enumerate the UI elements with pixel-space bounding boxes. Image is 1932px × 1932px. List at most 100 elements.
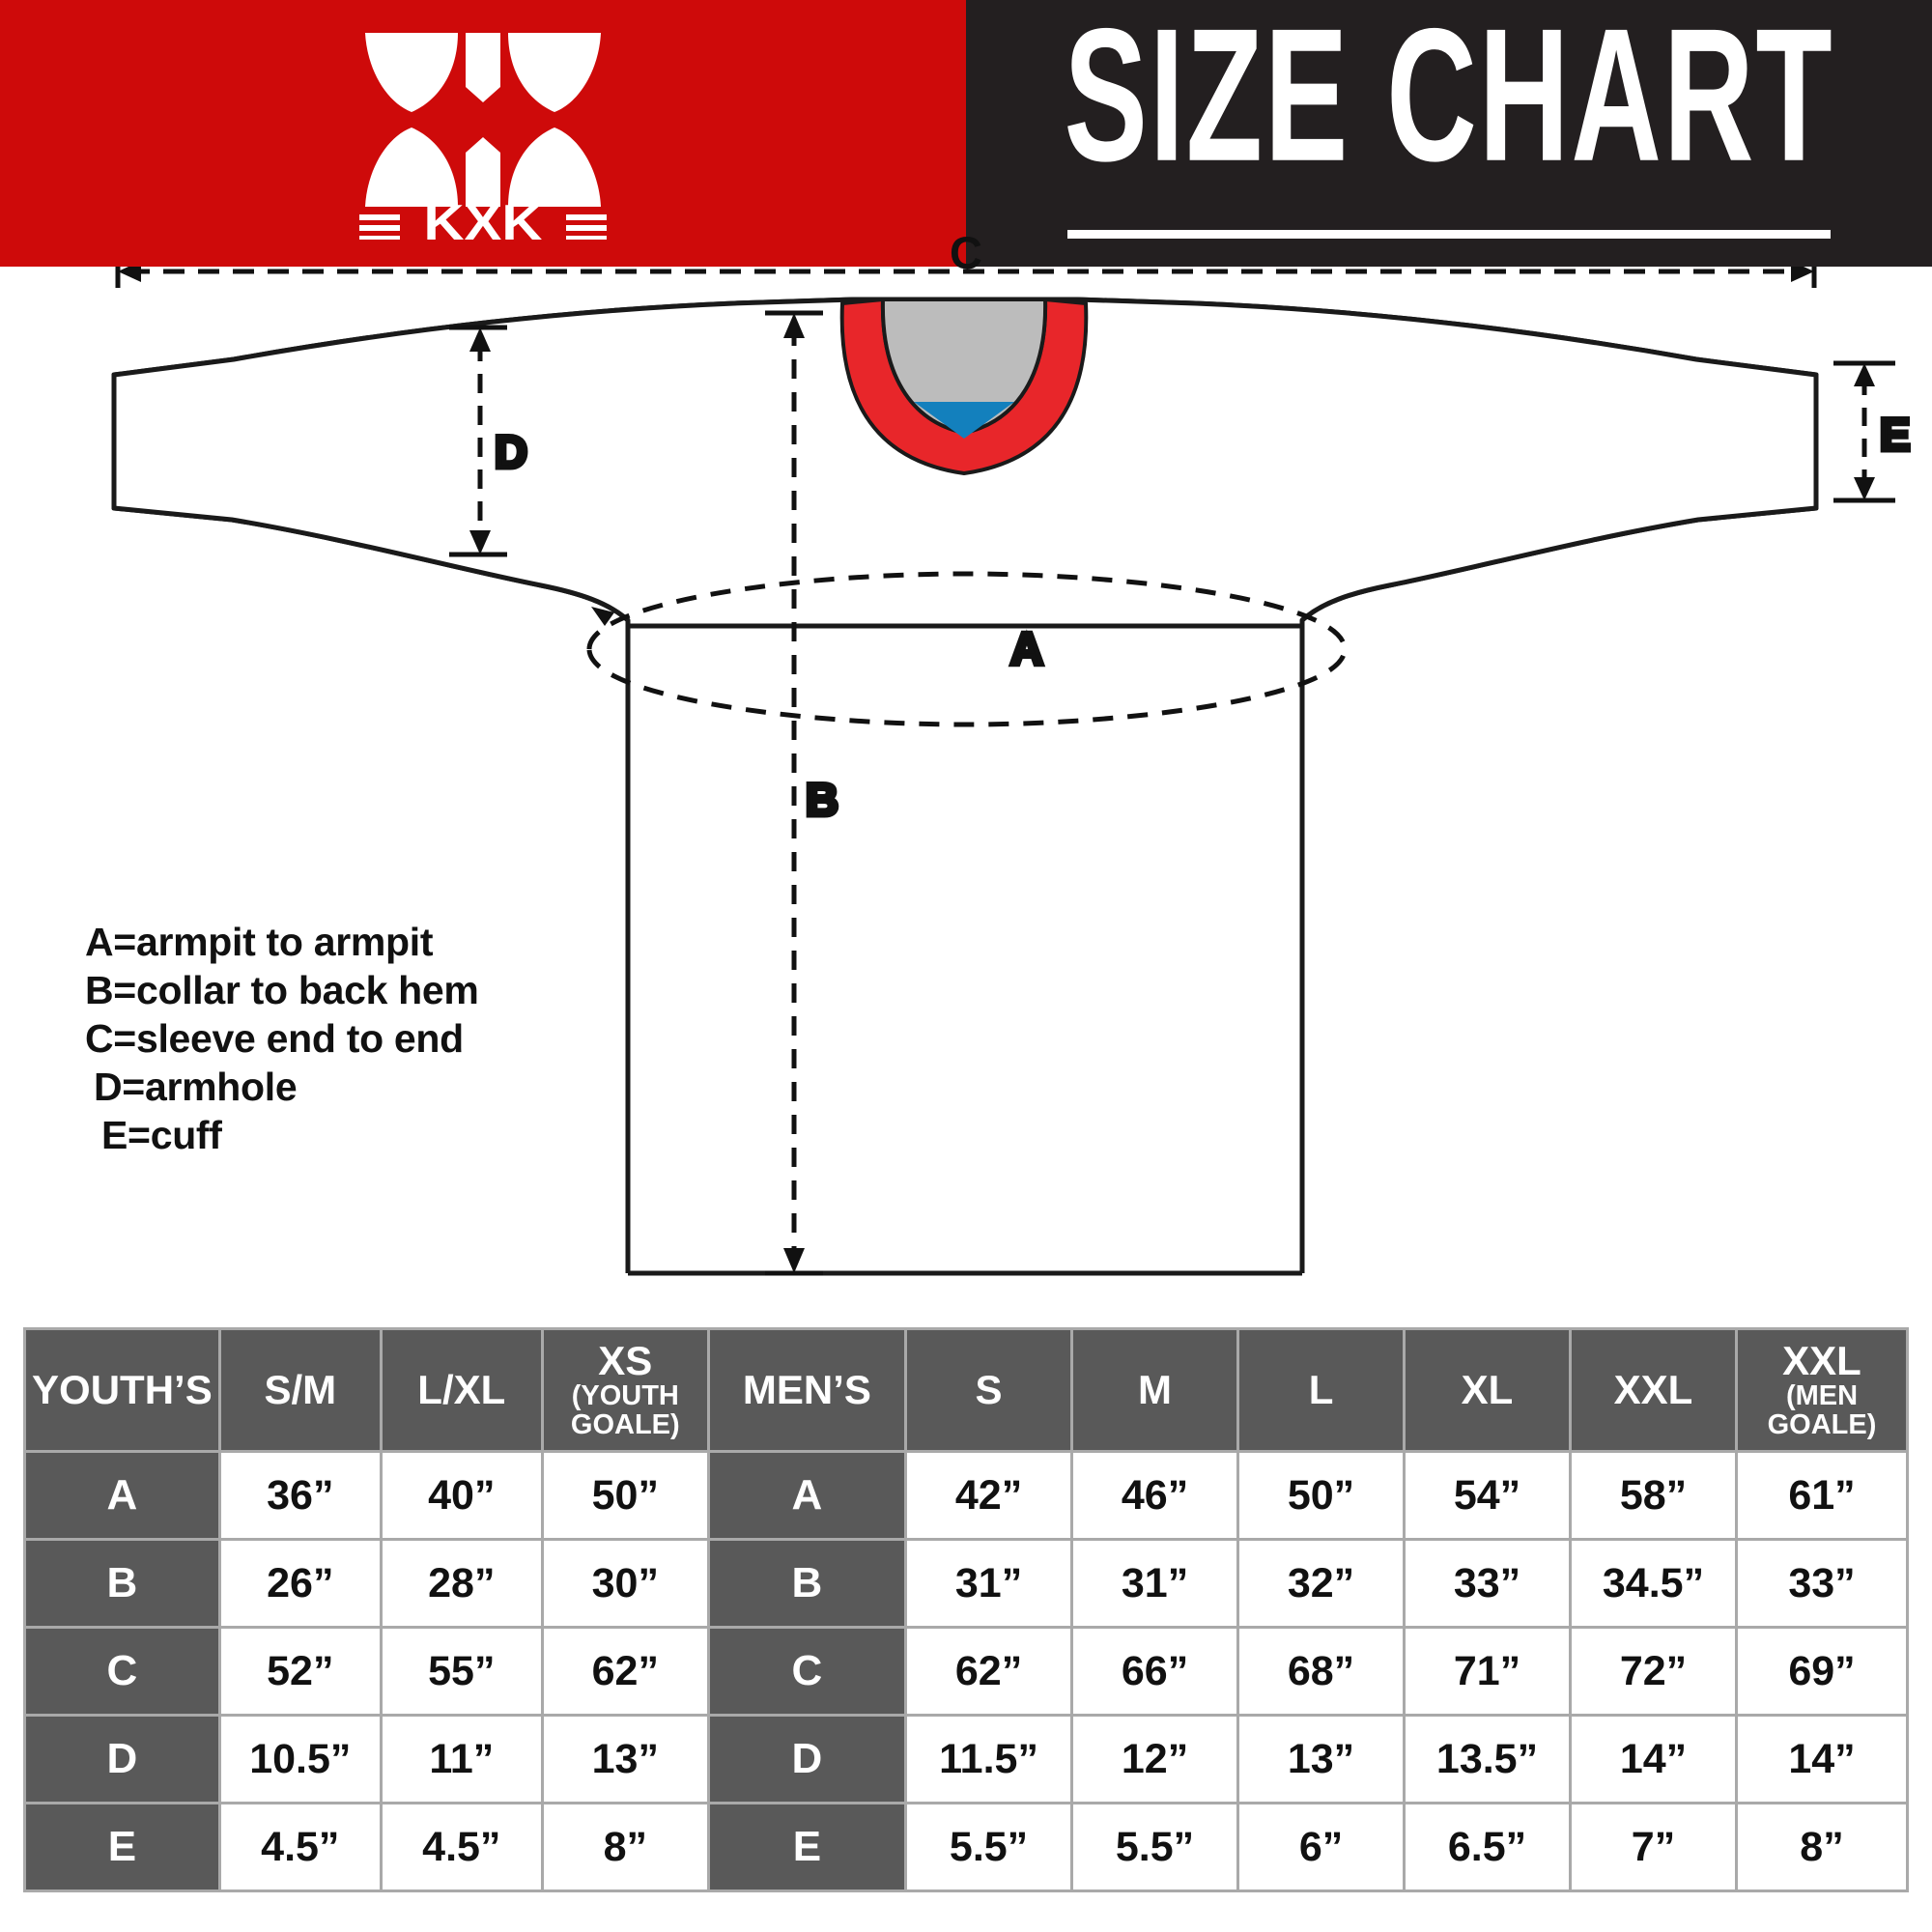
- header-cell-xl: XL: [1406, 1330, 1569, 1450]
- page-title: SIZE CHART: [1064, 0, 1834, 201]
- legend-line-e: E=cuff: [101, 1113, 222, 1158]
- dimension-e-label: E: [1880, 409, 1910, 460]
- dimension-b-label: B: [806, 774, 838, 825]
- cell-youth-a-lxl: 40”: [382, 1453, 541, 1538]
- dimension-d-label: D: [495, 426, 527, 477]
- row-label-men-c: C: [709, 1629, 905, 1714]
- cell-youth-a-xs: 50”: [543, 1453, 707, 1538]
- dimension-a: A: [586, 571, 1348, 727]
- cell-men-c-s: 62”: [907, 1629, 1071, 1714]
- cell-youth-b-lxl: 28”: [382, 1541, 541, 1626]
- cell-men-a-xl: 54”: [1406, 1453, 1569, 1538]
- row-label-men-e: E: [709, 1804, 905, 1889]
- row-label-youth-e: E: [26, 1804, 218, 1889]
- row-label-men-b: B: [709, 1541, 905, 1626]
- header-cell-lxl: L/XL: [382, 1330, 541, 1450]
- collar-tip: [914, 402, 1014, 439]
- cell-men-b-xxl-goale: 33”: [1737, 1541, 1906, 1626]
- page-header: KXK SIZE CHART: [0, 0, 1932, 267]
- measurement-legend: A=armpit to armpit B=collar to back hem …: [85, 918, 479, 1159]
- legend-line-b: B=collar to back hem: [85, 968, 479, 1013]
- cell-men-a-s: 42”: [907, 1453, 1071, 1538]
- row-label-youth-b: B: [26, 1541, 218, 1626]
- cell-men-a-m: 46”: [1073, 1453, 1237, 1538]
- header-cell-sm: S/M: [220, 1330, 380, 1450]
- kxk-logo-icon: KXK: [357, 27, 609, 250]
- cell-men-c-xl: 71”: [1406, 1629, 1569, 1714]
- table-header-row: YOUTH’S S/M L/XL XS (YOUTH GOALE) MEN’S …: [26, 1330, 1906, 1450]
- header-cell-youths: YOUTH’S: [26, 1330, 218, 1450]
- cell-men-c-xxl-goale: 69”: [1737, 1629, 1906, 1714]
- header-cell-mens: MEN’S: [709, 1330, 905, 1450]
- cell-men-e-xxl: 7”: [1572, 1804, 1735, 1889]
- dimension-c: [115, 267, 1817, 288]
- cell-youth-c-sm: 52”: [220, 1629, 380, 1714]
- cell-youth-b-xs: 30”: [543, 1541, 707, 1626]
- cell-youth-a-sm: 36”: [220, 1453, 380, 1538]
- cell-men-a-l: 50”: [1239, 1453, 1404, 1538]
- table-row: A 36” 40” 50” A 42” 46” 50” 54” 58” 61”: [26, 1453, 1906, 1538]
- cell-men-b-s: 31”: [907, 1541, 1071, 1626]
- header-cell-xxl-men-goale: XXL (MEN GOALE): [1737, 1330, 1906, 1450]
- cell-men-d-xl: 13.5”: [1406, 1717, 1569, 1802]
- cell-men-b-l: 32”: [1239, 1541, 1404, 1626]
- cell-men-b-xl: 33”: [1406, 1541, 1569, 1626]
- dimension-e: E: [1833, 360, 1913, 503]
- row-label-youth-d: D: [26, 1717, 218, 1802]
- size-table: YOUTH’S S/M L/XL XS (YOUTH GOALE) MEN’S …: [23, 1327, 1909, 1892]
- title-underline: [1067, 229, 1831, 239]
- header-cell-s: S: [907, 1330, 1071, 1450]
- cell-men-d-l: 13”: [1239, 1717, 1404, 1802]
- dimension-b: B: [765, 310, 840, 1276]
- cell-youth-e-lxl: 4.5”: [382, 1804, 541, 1889]
- cell-men-a-xxl: 58”: [1572, 1453, 1735, 1538]
- cell-men-d-m: 12”: [1073, 1717, 1237, 1802]
- cell-men-b-m: 31”: [1073, 1541, 1237, 1626]
- dimension-d: D: [449, 325, 529, 557]
- legend-line-a: A=armpit to armpit: [85, 920, 434, 964]
- header-cell-l: L: [1239, 1330, 1404, 1450]
- cell-men-e-xl: 6.5”: [1406, 1804, 1569, 1889]
- row-label-youth-c: C: [26, 1629, 218, 1714]
- cell-men-c-xxl: 72”: [1572, 1629, 1735, 1714]
- cell-youth-d-lxl: 11”: [382, 1717, 541, 1802]
- cell-youth-b-sm: 26”: [220, 1541, 380, 1626]
- cell-youth-d-sm: 10.5”: [220, 1717, 380, 1802]
- cell-youth-e-sm: 4.5”: [220, 1804, 380, 1889]
- row-label-youth-a: A: [26, 1453, 218, 1538]
- jersey-diagram: D E A: [0, 227, 1932, 1320]
- jersey-torso: [625, 620, 1305, 1276]
- cell-men-a-xxl-goale: 61”: [1737, 1453, 1906, 1538]
- cell-men-c-l: 68”: [1239, 1629, 1404, 1714]
- cell-men-c-m: 66”: [1073, 1629, 1237, 1714]
- cell-men-d-s: 11.5”: [907, 1717, 1071, 1802]
- cell-men-d-xxl-goale: 14”: [1737, 1717, 1906, 1802]
- dimension-c-label: C: [950, 227, 982, 278]
- legend-line-c: C=sleeve end to end: [85, 1016, 464, 1062]
- brand-panel: KXK: [0, 0, 966, 267]
- title-panel: SIZE CHART: [966, 0, 1932, 267]
- table-row: D 10.5” 11” 13” D 11.5” 12” 13” 13.5” 14…: [26, 1717, 1906, 1802]
- cell-men-e-l: 6”: [1239, 1804, 1404, 1889]
- collar: [839, 298, 1089, 475]
- cell-youth-c-xs: 62”: [543, 1629, 707, 1714]
- cell-men-d-xxl: 14”: [1572, 1717, 1735, 1802]
- table-row: B 26” 28” 30” B 31” 31” 32” 33” 34.5” 33…: [26, 1541, 1906, 1626]
- header-cell-xxl: XXL: [1572, 1330, 1735, 1450]
- header-cell-m: M: [1073, 1330, 1237, 1450]
- table-row: E 4.5” 4.5” 8” E 5.5” 5.5” 6” 6.5” 7” 8”: [26, 1804, 1906, 1889]
- header-cell-xs-youth-goale: XS (YOUTH GOALE): [543, 1330, 707, 1450]
- cell-youth-c-lxl: 55”: [382, 1629, 541, 1714]
- row-label-men-a: A: [709, 1453, 905, 1538]
- cell-youth-e-xs: 8”: [543, 1804, 707, 1889]
- row-label-men-d: D: [709, 1717, 905, 1802]
- table-row: C 52” 55” 62” C 62” 66” 68” 71” 72” 69”: [26, 1629, 1906, 1714]
- cell-men-e-m: 5.5”: [1073, 1804, 1237, 1889]
- legend-line-d: D=armhole: [94, 1065, 298, 1110]
- cell-men-e-xxl-goale: 8”: [1737, 1804, 1906, 1889]
- cell-men-b-xxl: 34.5”: [1572, 1541, 1735, 1626]
- dimension-a-label: A: [1010, 623, 1043, 674]
- cell-youth-d-xs: 13”: [543, 1717, 707, 1802]
- cell-men-e-s: 5.5”: [907, 1804, 1071, 1889]
